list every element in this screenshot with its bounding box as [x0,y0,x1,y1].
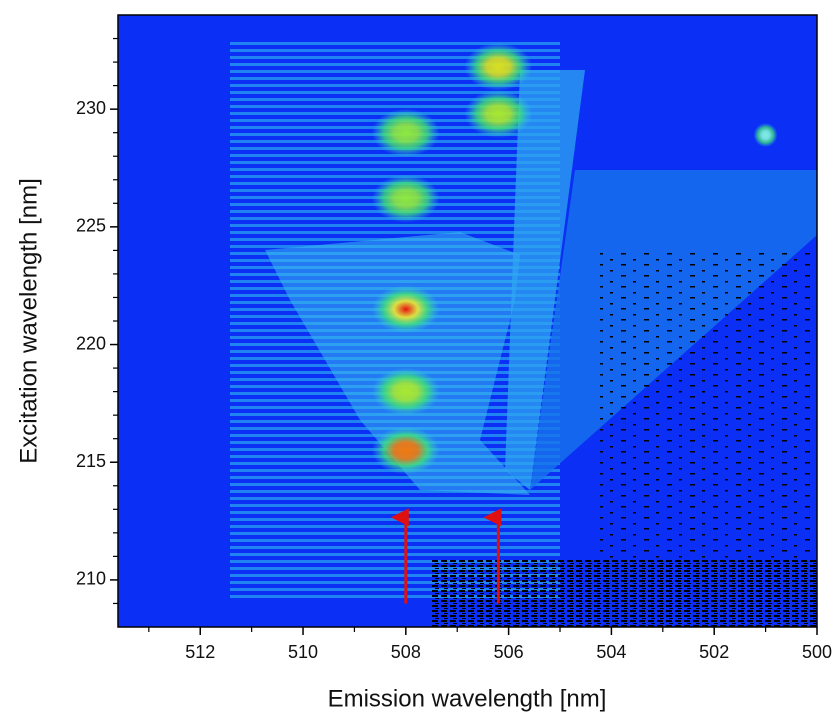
x-tick-label: 506 [494,642,524,662]
x-tick-label: 512 [185,642,215,662]
peak [371,367,440,416]
y-axis-label: Excitation wavelength [nm] [15,178,42,463]
plot-area [118,15,817,627]
peak [371,108,440,157]
y-tick-label: 230 [76,98,106,118]
axes: 512 510 508 506 504 502 500 210 215 220 225 230 [76,37,832,662]
peak [371,174,440,223]
light-wedge [505,70,585,490]
y-tick-label: 215 [76,451,106,471]
noise-dense [430,560,817,627]
y-tick-label: 220 [76,333,106,353]
peak [753,123,778,148]
peaks [371,42,778,475]
peak [371,285,440,334]
x-tick-label: 502 [699,642,729,662]
peak [371,426,440,475]
light-region [265,232,530,495]
x-tick-label: 504 [596,642,626,662]
y-tick-label: 225 [76,216,106,236]
x-tick-label: 508 [391,642,421,662]
x-tick-label: 500 [802,642,832,662]
x-tick-label: 510 [288,642,318,662]
y-tick-label: 210 [76,569,106,589]
peak [464,42,533,91]
x-axis-label: Emission wavelength [nm] [328,685,607,712]
noise-sparse [600,250,817,560]
peak [464,89,533,138]
